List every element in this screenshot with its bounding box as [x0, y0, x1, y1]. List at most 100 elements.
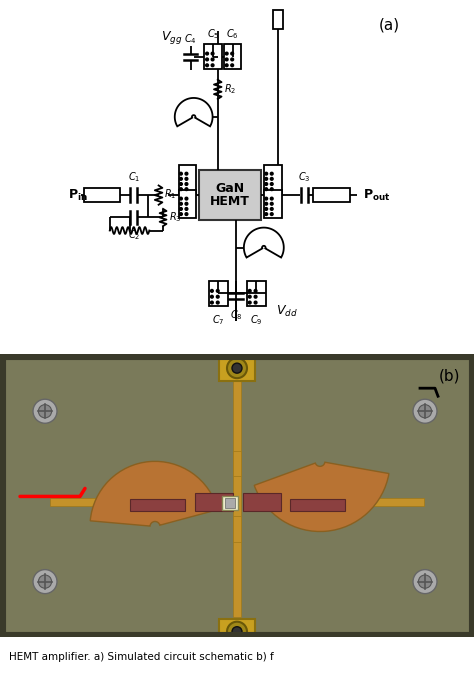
Bar	[313, 188, 350, 202]
Text: $V_{gg}$: $V_{gg}$	[161, 29, 182, 46]
Circle shape	[185, 172, 188, 175]
Circle shape	[265, 183, 268, 185]
Circle shape	[270, 202, 273, 205]
Circle shape	[419, 575, 432, 588]
Bar	[84, 188, 120, 202]
Bar	[233, 452, 241, 477]
Circle shape	[225, 64, 228, 67]
Circle shape	[180, 183, 182, 185]
Circle shape	[185, 202, 188, 205]
Bar	[224, 44, 241, 69]
Circle shape	[33, 569, 57, 594]
Circle shape	[180, 172, 182, 175]
Bar	[290, 499, 345, 511]
Bar	[264, 498, 424, 507]
Circle shape	[180, 212, 182, 215]
Circle shape	[413, 399, 437, 424]
Circle shape	[185, 188, 188, 191]
Bar	[179, 165, 196, 193]
Circle shape	[210, 301, 213, 304]
Circle shape	[265, 172, 268, 175]
Circle shape	[185, 208, 188, 210]
Circle shape	[254, 296, 257, 298]
Circle shape	[248, 296, 251, 298]
Circle shape	[211, 52, 214, 55]
Bar	[199, 170, 261, 220]
Bar	[219, 353, 255, 381]
Circle shape	[225, 52, 228, 55]
Circle shape	[419, 405, 432, 418]
Circle shape	[206, 58, 209, 61]
Bar	[204, 44, 221, 69]
Text: $\mathbf{P_{in}}$: $\mathbf{P_{in}}$	[68, 187, 88, 203]
Circle shape	[38, 575, 52, 588]
Circle shape	[210, 289, 213, 292]
Wedge shape	[254, 462, 389, 531]
Text: $C_8$: $C_8$	[230, 308, 243, 321]
Bar	[264, 165, 282, 193]
Circle shape	[211, 64, 214, 67]
Circle shape	[216, 289, 219, 292]
Circle shape	[180, 197, 182, 200]
Bar	[130, 499, 185, 511]
Bar	[243, 494, 281, 511]
Bar	[264, 190, 282, 217]
Circle shape	[270, 178, 273, 180]
Circle shape	[265, 178, 268, 180]
Text: GaN: GaN	[216, 182, 245, 195]
Circle shape	[232, 363, 242, 373]
Circle shape	[270, 188, 273, 191]
Wedge shape	[90, 461, 218, 526]
Bar	[50, 498, 210, 507]
Circle shape	[254, 301, 257, 304]
Circle shape	[270, 183, 273, 185]
Bar	[233, 376, 241, 617]
Circle shape	[265, 197, 268, 200]
Circle shape	[225, 58, 228, 61]
Bar	[179, 190, 196, 217]
Bar	[219, 619, 255, 647]
Bar	[273, 10, 283, 29]
Circle shape	[270, 208, 273, 210]
Circle shape	[270, 212, 273, 215]
Circle shape	[270, 197, 273, 200]
Circle shape	[38, 405, 52, 418]
Circle shape	[232, 627, 242, 637]
Text: (b): (b)	[438, 368, 460, 383]
Circle shape	[185, 178, 188, 180]
Circle shape	[231, 64, 234, 67]
Circle shape	[270, 172, 273, 175]
Circle shape	[211, 58, 214, 61]
Text: HEMT: HEMT	[210, 195, 250, 208]
Text: (a): (a)	[379, 17, 401, 32]
Circle shape	[185, 197, 188, 200]
Circle shape	[248, 289, 251, 292]
Circle shape	[413, 569, 437, 594]
Circle shape	[265, 208, 268, 210]
Text: $C_9$: $C_9$	[250, 313, 263, 328]
Bar	[246, 281, 265, 306]
Circle shape	[206, 52, 209, 55]
Circle shape	[210, 296, 213, 298]
Text: $R_2$: $R_2$	[224, 82, 236, 96]
Circle shape	[206, 64, 209, 67]
Circle shape	[185, 183, 188, 185]
Text: $C_3$: $C_3$	[298, 170, 310, 184]
Circle shape	[265, 188, 268, 191]
Text: $V_{dd}$: $V_{dd}$	[276, 304, 298, 319]
Bar	[225, 498, 235, 509]
Text: HEMT amplifier. a) Simulated circuit schematic b) f: HEMT amplifier. a) Simulated circuit sch…	[9, 652, 274, 662]
Polygon shape	[244, 227, 284, 257]
Text: $C_2$: $C_2$	[128, 228, 140, 242]
Circle shape	[265, 212, 268, 215]
Circle shape	[254, 289, 257, 292]
Text: $R_3$: $R_3$	[169, 210, 182, 224]
Circle shape	[265, 202, 268, 205]
Text: $R_1$: $R_1$	[164, 187, 177, 202]
Text: $C_1$: $C_1$	[128, 170, 140, 184]
Bar	[222, 496, 238, 511]
Circle shape	[33, 399, 57, 424]
Circle shape	[231, 52, 234, 55]
Circle shape	[227, 622, 247, 642]
Circle shape	[180, 188, 182, 191]
